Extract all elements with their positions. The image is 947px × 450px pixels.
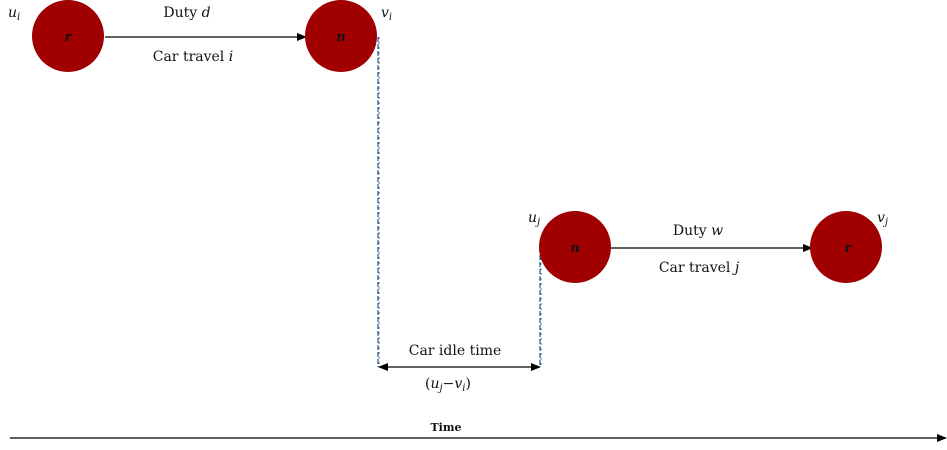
- node-r-start-label: r: [65, 30, 73, 45]
- node-n-first-label: n: [336, 30, 345, 45]
- time-axis-label: Time: [430, 421, 461, 434]
- idle-time-formula: (uj−vi): [425, 376, 471, 394]
- idle-time-label: Car idle time: [409, 343, 502, 359]
- node-n-second: [539, 211, 611, 283]
- edge-2-travel-label: Car travel j: [659, 260, 740, 276]
- node-r-end-label: r: [845, 241, 853, 256]
- node-n-second-label: n: [570, 241, 579, 256]
- node-n-first: [305, 0, 377, 72]
- corner-label-u-j: uj: [528, 210, 540, 228]
- node-r-start: [32, 0, 104, 72]
- node-r-end: [810, 211, 882, 283]
- edge-1-travel-label: Car travel i: [153, 49, 233, 65]
- corner-label-v-j: vj: [877, 210, 888, 228]
- edge-1-duty-label: Duty d: [163, 5, 210, 21]
- corner-label-v-i: vi: [381, 5, 392, 23]
- edge-2-duty-label: Duty w: [673, 223, 723, 239]
- corner-label-u-i: ui: [8, 5, 20, 23]
